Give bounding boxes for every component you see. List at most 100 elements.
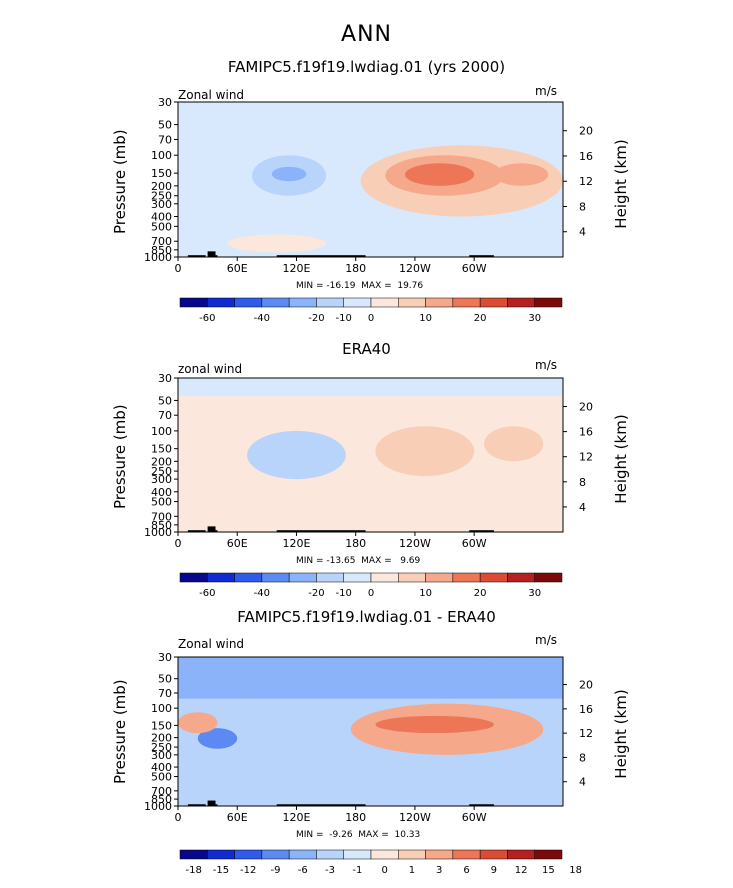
y-right-tick-label: 4 [579, 501, 586, 514]
y-tick-label: 500 [151, 220, 172, 233]
units-label: m/s [535, 84, 557, 98]
colorbar-label: -6 [298, 865, 308, 876]
colorbar-label: 3 [436, 865, 442, 876]
colorbar-label: 0 [368, 313, 374, 324]
y-tick-label: 30 [158, 651, 172, 664]
field-feature-1 [375, 426, 475, 477]
chart-1: 0 60E 120E 180 120W 60W3050701001502002503004… [144, 96, 593, 324]
y-tick-label: 30 [158, 96, 172, 109]
field-feature-4 [405, 163, 475, 186]
colorbar-label: 0 [368, 588, 374, 599]
y-tick-label: 500 [151, 771, 172, 784]
y-tick-label: 70 [158, 409, 172, 422]
y-tick-label: 400 [151, 761, 172, 774]
plot-frame [177, 377, 564, 533]
y-right-tick-label: 16 [579, 426, 593, 439]
y-tick-label: 200 [151, 732, 172, 745]
variable-label: Zonal wind [178, 637, 245, 651]
y-tick-label: 850 [151, 244, 172, 257]
field-feature-1 [271, 166, 307, 182]
colorbar-label: 9 [491, 865, 497, 876]
x-tick-label: 120E [282, 811, 310, 824]
y-right-tick-label: 20 [579, 125, 593, 138]
land-mask-peak [207, 251, 216, 257]
colorbar-label: -10 [336, 588, 352, 599]
y-tick-label: 700 [151, 510, 172, 523]
x-tick-label: 60W [462, 811, 487, 824]
y-right-tick-label: 16 [579, 150, 593, 163]
y-tick-label: 850 [151, 519, 172, 532]
colorbar-label: 30 [528, 313, 541, 324]
y-tick-label: 50 [158, 673, 172, 686]
y-right-tick-label: 16 [579, 703, 593, 716]
colorbar-label: -20 [308, 588, 324, 599]
colorbar-label: 18 [569, 865, 582, 876]
colorbar-label: -3 [325, 865, 335, 876]
chart-2: 0 60E 120E 180 120W 60W3050701001502002503004… [144, 372, 593, 599]
y-tick-label: 1000 [144, 800, 172, 813]
y-tick-label: 400 [151, 486, 172, 499]
y-tick-label: 400 [151, 210, 172, 223]
colorbar-label: 10 [419, 588, 432, 599]
colorbar-label: -9 [271, 865, 281, 876]
colorbar-label: 12 [515, 865, 528, 876]
y-right-tick-label: 4 [579, 226, 586, 239]
y-tick-label: 70 [158, 687, 172, 700]
colorbar-cell [534, 297, 563, 308]
y-tick-label: 200 [151, 180, 172, 193]
field-feature-3 [375, 715, 494, 734]
y-tick-label: 150 [151, 167, 172, 180]
land-mask-3 [469, 804, 494, 806]
upper-band [178, 378, 563, 396]
colorbar-label: -60 [199, 313, 215, 324]
y-tick-label: 300 [151, 198, 172, 211]
colorbar-label: 1 [409, 865, 415, 876]
colorbar-cell [507, 849, 535, 860]
y-tick-label: 700 [151, 235, 172, 248]
y-right-tick-label: 12 [579, 451, 593, 464]
y-tick-label: 250 [151, 741, 172, 754]
variable-label: zonal wind [178, 362, 243, 376]
x-tick-label: 0 [175, 811, 182, 824]
field-feature-0 [178, 657, 563, 694]
x-tick-label: 120E [282, 262, 310, 275]
x-tick-label: 180 [345, 811, 366, 824]
y-right-tick-label: 20 [579, 679, 593, 692]
field-feature-6 [227, 234, 327, 253]
y-right-tick-label: 8 [579, 476, 586, 489]
y-right-tick-label: 8 [579, 751, 586, 764]
y-tick-label: 50 [158, 119, 172, 132]
colorbar-cell [179, 849, 208, 860]
land-mask-3 [469, 530, 494, 532]
land-mask-3 [469, 255, 494, 257]
y-tick-label: 250 [151, 465, 172, 478]
land-mask-2 [276, 804, 366, 806]
x-tick-label: 0 [175, 262, 182, 275]
colorbar-cell [452, 849, 481, 860]
colorbar-label: 10 [419, 313, 432, 324]
y-right-tick-label: 12 [579, 727, 593, 740]
colorbar-cell [288, 849, 317, 860]
colorbar-cell [261, 849, 290, 860]
colorbar-label: 0 [381, 865, 387, 876]
colorbar-cell [316, 849, 344, 860]
land-mask-2 [276, 530, 366, 532]
min-max-label: MIN = -9.26 MAX = 10.33 [296, 830, 421, 840]
x-tick-label: 60W [462, 262, 487, 275]
field-feature-1 [197, 728, 238, 749]
min-max-label: MIN = -13.65 MAX = 9.69 [296, 556, 421, 566]
colorbar-label: -20 [308, 313, 324, 324]
colorbar-cell [534, 849, 563, 860]
land-mask-peak [207, 526, 216, 532]
y-tick-label: 250 [151, 190, 172, 203]
colorbar-cell [370, 849, 399, 860]
page-title: ANN [341, 22, 392, 47]
colorbar-label: 20 [474, 313, 487, 324]
y-right-tick-label: 8 [579, 200, 586, 213]
x-tick-label: 60E [227, 537, 248, 550]
y-tick-label: 70 [158, 133, 172, 146]
y-tick-label: 50 [158, 394, 172, 407]
y-tick-label: 850 [151, 793, 172, 806]
colorbar-cell [234, 849, 263, 860]
